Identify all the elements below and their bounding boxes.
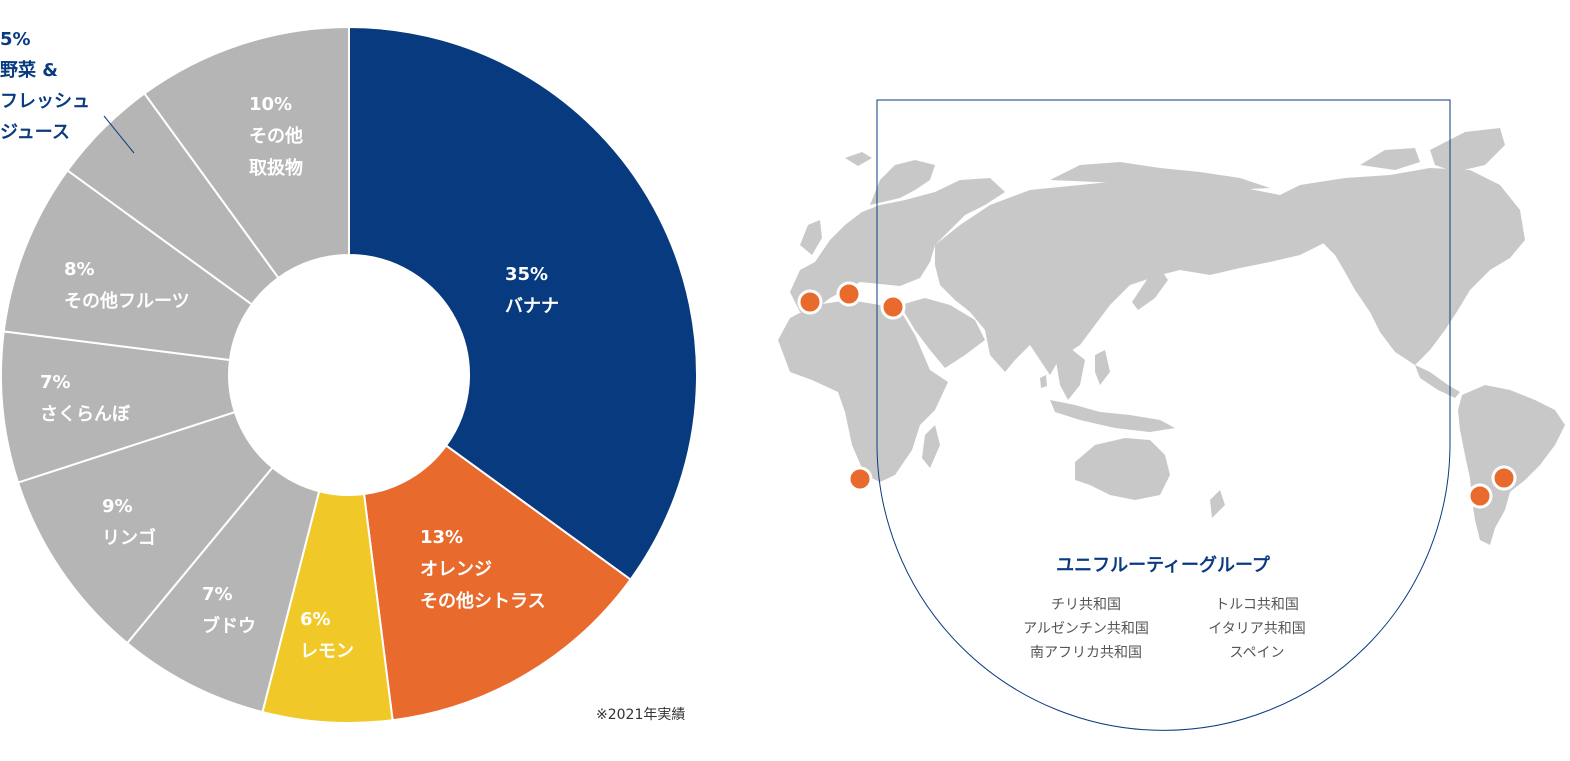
donut-labels: 35% バナナ 13% オレンジその他シトラス 6% レモン 7% ブドウ 9% リンゴ 7% さくら… <box>0 29 559 662</box>
land-uk <box>800 220 822 255</box>
slice-label-line: 10% <box>249 94 292 115</box>
slice-label-line: さくらんぼ <box>40 404 131 425</box>
slice-label-line: 5% <box>0 29 31 50</box>
slice-label-5: 7% さくらんぼ <box>40 372 131 425</box>
slice-label-line: 9% <box>102 496 133 517</box>
slice-label-line: 6% <box>300 609 331 630</box>
slice-label-line: 取扱物 <box>249 157 303 179</box>
land-indonesia <box>1050 400 1175 432</box>
country-south-africa: 南アフリカ共和国 <box>1030 645 1142 661</box>
slice-label-line: リンゴ <box>102 527 156 549</box>
marker-turkey[interactable] <box>880 294 906 320</box>
slice-label-6: 8% その他フルーツ <box>64 259 190 312</box>
country-argentina: アルゼンチン共和国 <box>1023 621 1149 637</box>
donut-slice-4[interactable] <box>16 410 274 645</box>
land-iceland <box>845 152 872 166</box>
land-africa <box>778 300 948 482</box>
slice-label-7: 5% 野菜 & フレッシュジュース <box>0 29 90 143</box>
slice-label-line: オレンジ <box>420 559 492 580</box>
country-chile: チリ共和国 <box>1051 597 1121 613</box>
chart-note: ※2021年実績 <box>596 707 685 723</box>
land-siberia-north <box>1050 162 1270 190</box>
land-arabia <box>900 298 985 368</box>
land-central-america <box>1415 365 1460 398</box>
marker-south-africa[interactable] <box>847 466 873 492</box>
land-scandinavia <box>870 160 935 205</box>
slice-label-line: 35% <box>505 264 548 285</box>
land-north-america <box>1270 168 1525 365</box>
group-title: ユニフルーティーグループ <box>1056 554 1271 576</box>
slice-label-line: 7% <box>202 584 233 605</box>
donut-slice-6[interactable] <box>2 169 254 362</box>
slice-label-line: バナナ <box>505 296 559 317</box>
donut-slice-8[interactable] <box>143 25 350 280</box>
marker-argentina[interactable] <box>1491 465 1517 491</box>
country-spain: スペイン <box>1229 645 1284 661</box>
slice-label-line: フレッシュ <box>0 91 90 112</box>
slice-label-3: 7% ブドウ <box>202 584 256 637</box>
slice-label-1: 13% オレンジその他シトラス <box>420 527 546 612</box>
land-asia <box>935 180 1345 375</box>
marker-italy[interactable] <box>836 281 862 307</box>
slice-label-0: 35% バナナ <box>505 264 559 317</box>
land-new-zealand <box>1210 490 1225 518</box>
land-europe <box>790 178 1005 312</box>
callout-line <box>103 115 135 154</box>
slice-label-line: その他フルーツ <box>64 290 190 312</box>
slice-label-2: 6% レモン <box>300 609 354 662</box>
land-indochina <box>1055 348 1085 400</box>
land-philippines <box>1095 350 1110 385</box>
land-japan <box>1132 268 1168 310</box>
donut-slice-0[interactable] <box>348 25 698 581</box>
slice-label-line: 7% <box>40 372 71 393</box>
marker-chile[interactable] <box>1467 483 1493 509</box>
land-arctic-islands <box>1360 148 1420 170</box>
land-south-america <box>1458 385 1565 545</box>
land-sri-lanka <box>1040 375 1047 388</box>
slice-label-4: 9% リンゴ <box>102 496 156 549</box>
land-madagascar <box>922 425 940 468</box>
country-turkey: トルコ共和国 <box>1215 597 1299 613</box>
donut-slice-1[interactable] <box>362 444 632 722</box>
marker-spain[interactable] <box>797 289 823 315</box>
group-region-outline <box>876 99 1451 731</box>
slice-label-line: その他シトラス <box>420 590 546 612</box>
slice-label-line: 13% <box>420 527 463 548</box>
slice-label-line: ブドウ <box>202 615 256 637</box>
country-italy: イタリア共和国 <box>1208 621 1305 637</box>
slice-label-line: ジュース <box>0 122 70 143</box>
land-australia <box>1075 438 1170 500</box>
land-greenland <box>1430 128 1505 172</box>
slice-label-8: 10% その他取扱物 <box>249 94 303 179</box>
slice-label-line: 8% <box>64 259 95 280</box>
country-markers <box>797 281 1517 509</box>
donut-chart <box>0 25 698 724</box>
slice-label-line: レモン <box>300 641 354 662</box>
slice-label-line: その他 <box>249 125 303 147</box>
slice-label-line: 野菜 & <box>0 60 58 81</box>
